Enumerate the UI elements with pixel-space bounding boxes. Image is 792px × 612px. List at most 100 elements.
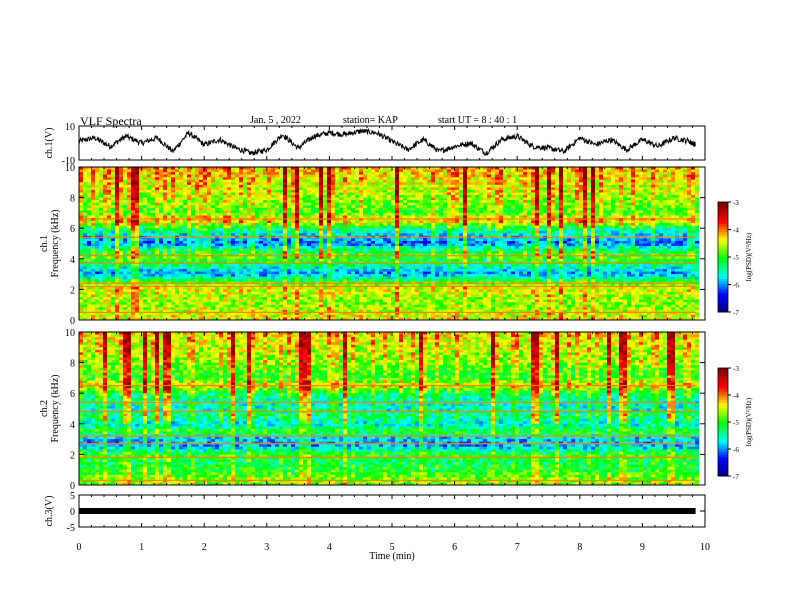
spectrogram-cell [383,251,388,254]
spectrogram-cell [115,187,120,191]
spectrogram-cell [215,172,220,175]
spectrogram-cell [79,189,84,193]
spectrogram-cell [115,184,120,188]
spectrogram-cell [343,258,348,262]
spectrogram-cell [267,202,272,206]
spectrogram-cell [191,271,196,275]
spectrogram-cell [187,215,192,219]
spectrogram-cell [219,225,224,229]
spectrogram-cell [119,233,124,237]
spectrogram-cell [259,238,264,242]
spectrogram-cell [147,307,152,311]
spectrogram-cell [195,197,200,201]
spectrogram-cell [311,228,316,232]
spectrogram-cell [343,207,348,211]
spectrogram-cell [135,248,140,252]
spectrogram-cell [207,289,212,293]
spectrogram-cell [131,207,136,211]
spectrogram-cell [371,207,376,211]
spectrogram-cell [231,291,236,295]
spectrogram-cell [219,205,224,209]
spectrogram-cell [91,225,96,229]
spectrogram-cell [259,220,264,224]
spectrogram-cell [99,200,104,203]
spectrogram-cell [299,314,304,318]
spectrogram-cell [151,207,156,211]
spectrogram-cell [151,215,156,219]
spectrogram-cell [239,205,244,209]
spectrogram-cell [275,297,280,300]
spectrogram-cell [123,228,128,232]
spectrogram-cell [339,200,344,203]
spectrogram-cell [355,233,360,237]
spectrogram-cell [391,233,396,237]
spectrogram-cell [179,269,184,272]
spectrogram-cell [339,243,344,247]
spectrogram-cell [115,276,120,280]
spectrogram-cell [203,177,208,181]
spectrogram-cell [179,205,184,209]
spectrogram-cell [203,297,208,300]
spectrogram-cell [251,274,256,277]
spectrogram-cell [79,294,84,298]
spectrogram-cell [103,314,108,318]
spectrogram-cell [187,177,192,181]
spectrogram-cell [219,246,224,249]
spectrogram-cell [283,251,288,254]
spectrogram-cell [307,167,312,170]
spectrogram-cell [299,225,304,229]
spectrogram-cell [163,238,168,242]
spectrogram-cell [187,200,192,203]
spectrogram-cell [115,202,120,206]
spectrogram-cell [243,246,248,249]
spectrogram-cell [111,248,116,252]
spectrogram-cell [287,307,292,311]
spectrogram-cell [175,271,180,275]
spectrogram-cell [247,309,252,313]
spectrogram-cell [115,286,120,290]
spectrogram-cell [235,240,240,244]
spectrogram-cell [123,167,128,170]
spectrogram-cell [311,179,316,183]
spectrogram-cell [167,307,172,311]
spectrogram-cell [363,304,368,308]
spectrogram-cell [223,220,228,224]
spectrogram-cell [367,182,372,186]
spectrogram-cell [299,269,304,272]
spectrogram-cell [247,225,252,229]
spectrogram-cell [139,279,144,283]
spectrogram-cell [363,189,368,193]
spectrogram-cell [403,169,408,173]
spectrogram-cell [243,299,248,303]
spectrogram-cell [135,202,140,206]
spectrogram-cell [91,299,96,303]
spectrogram-cell [147,289,152,293]
spectrogram-cell [307,243,312,247]
spectrogram-cell [195,266,200,270]
spectrogram-cell [143,169,148,173]
spectrogram-cell [259,169,264,173]
spectrogram-cell [151,286,156,290]
spectrogram-cell [363,297,368,300]
spectrogram-cell [327,238,332,242]
spectrogram-cell [151,269,156,272]
spectrogram-cell [291,207,296,211]
spectrogram-cell [99,240,104,244]
spectrogram-cell [367,207,372,211]
spectrogram-cell [331,220,336,224]
spectrogram-cell [359,248,364,252]
spectrogram-cell [407,294,412,298]
spectrogram-cell [219,258,224,262]
spectrogram-cell [267,172,272,175]
spectrogram-cell [135,215,140,219]
spectrogram-cell [139,228,144,232]
spectrogram-cell [239,314,244,318]
spectrogram-cell [319,304,324,308]
spectrogram-cell [175,189,180,193]
spectrogram-cell [263,228,268,232]
spectrogram-cell [151,179,156,183]
spectrogram-cell [403,256,408,260]
spectrogram-cell [307,212,312,216]
spectrogram-cell [227,276,232,280]
spectrogram-cell [167,266,172,270]
